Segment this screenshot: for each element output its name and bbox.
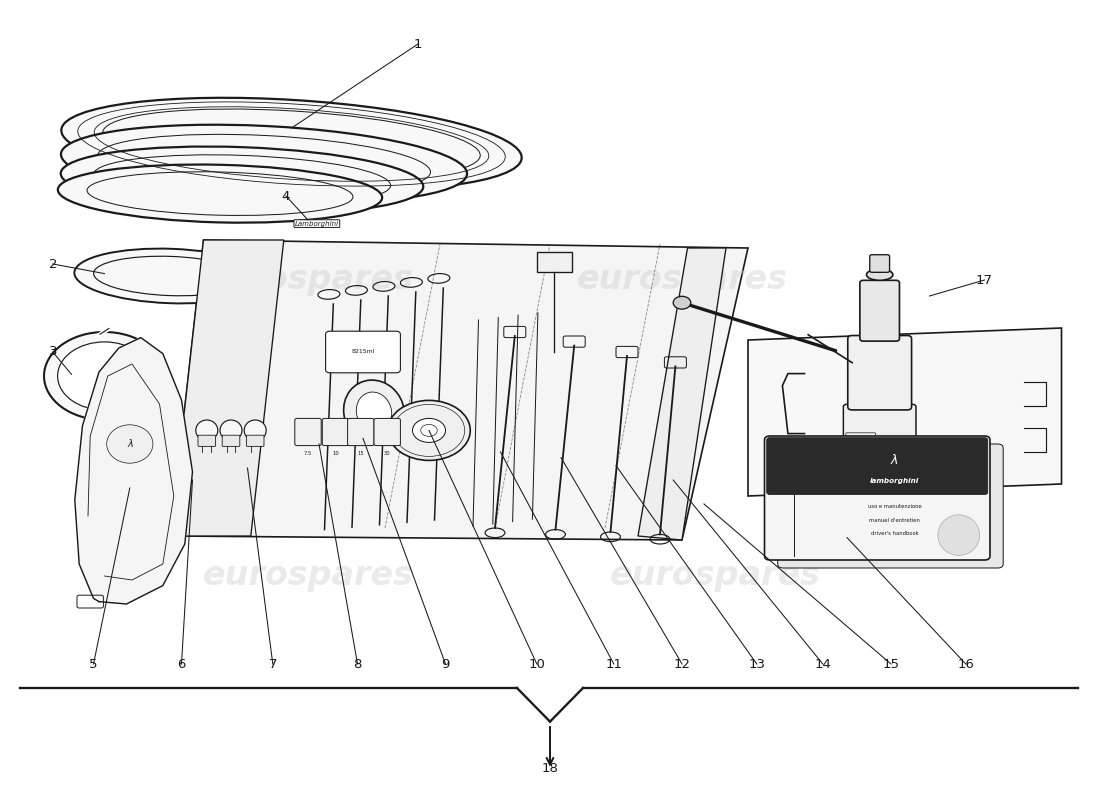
Text: uso e manutenzione: uso e manutenzione bbox=[868, 504, 922, 509]
FancyBboxPatch shape bbox=[222, 435, 240, 446]
Text: driver's handbook: driver's handbook bbox=[870, 531, 918, 537]
Ellipse shape bbox=[94, 256, 248, 296]
FancyBboxPatch shape bbox=[348, 418, 374, 446]
Text: 8215ml: 8215ml bbox=[351, 350, 375, 354]
Ellipse shape bbox=[102, 109, 481, 179]
Ellipse shape bbox=[673, 296, 691, 309]
Text: eurospares: eurospares bbox=[202, 263, 414, 297]
Text: 15: 15 bbox=[358, 451, 364, 456]
Text: 14: 14 bbox=[814, 658, 832, 670]
FancyBboxPatch shape bbox=[374, 418, 400, 446]
Polygon shape bbox=[748, 328, 1062, 496]
Ellipse shape bbox=[94, 154, 390, 206]
Text: λ: λ bbox=[126, 439, 133, 449]
Text: 3: 3 bbox=[48, 346, 57, 358]
Text: eurospares: eurospares bbox=[609, 559, 821, 593]
Text: 12: 12 bbox=[673, 658, 691, 670]
Text: λ: λ bbox=[891, 454, 898, 467]
Text: 10: 10 bbox=[332, 451, 339, 456]
FancyBboxPatch shape bbox=[326, 331, 400, 373]
FancyBboxPatch shape bbox=[246, 435, 264, 446]
Ellipse shape bbox=[107, 425, 153, 463]
FancyBboxPatch shape bbox=[778, 444, 1003, 568]
FancyBboxPatch shape bbox=[860, 280, 900, 341]
Text: 15: 15 bbox=[882, 658, 900, 670]
Text: eurospares: eurospares bbox=[576, 263, 788, 297]
Text: 2: 2 bbox=[48, 258, 57, 270]
Polygon shape bbox=[170, 240, 284, 536]
Ellipse shape bbox=[938, 515, 980, 555]
Text: Lamborghini: Lamborghini bbox=[295, 221, 339, 226]
Ellipse shape bbox=[387, 400, 471, 460]
Ellipse shape bbox=[60, 125, 468, 203]
Polygon shape bbox=[537, 252, 572, 272]
FancyBboxPatch shape bbox=[322, 418, 349, 446]
Text: eurospares: eurospares bbox=[202, 559, 414, 593]
Ellipse shape bbox=[867, 269, 893, 280]
Ellipse shape bbox=[394, 404, 464, 456]
FancyBboxPatch shape bbox=[198, 435, 216, 446]
Text: 11: 11 bbox=[605, 658, 623, 670]
Ellipse shape bbox=[98, 134, 430, 194]
Polygon shape bbox=[170, 240, 748, 540]
Ellipse shape bbox=[57, 342, 152, 410]
Text: 4: 4 bbox=[282, 190, 290, 202]
Ellipse shape bbox=[58, 165, 382, 222]
Ellipse shape bbox=[220, 420, 242, 441]
FancyBboxPatch shape bbox=[767, 438, 988, 494]
FancyBboxPatch shape bbox=[295, 418, 321, 446]
Text: 10: 10 bbox=[528, 658, 546, 670]
Text: 16: 16 bbox=[957, 658, 975, 670]
Text: 7.5: 7.5 bbox=[304, 451, 312, 456]
FancyBboxPatch shape bbox=[764, 436, 990, 560]
Ellipse shape bbox=[356, 392, 392, 432]
FancyBboxPatch shape bbox=[848, 335, 912, 410]
Ellipse shape bbox=[343, 380, 405, 444]
Text: 30: 30 bbox=[384, 451, 390, 456]
Text: 5: 5 bbox=[89, 658, 98, 670]
Text: 9: 9 bbox=[441, 658, 450, 670]
Text: 8: 8 bbox=[353, 658, 362, 670]
FancyBboxPatch shape bbox=[844, 404, 916, 438]
Text: manuel d'entretien: manuel d'entretien bbox=[869, 518, 920, 522]
Ellipse shape bbox=[412, 418, 446, 442]
Ellipse shape bbox=[44, 332, 165, 420]
Polygon shape bbox=[638, 248, 726, 540]
Polygon shape bbox=[75, 338, 192, 604]
Text: 13: 13 bbox=[748, 658, 766, 670]
Text: 6: 6 bbox=[177, 658, 186, 670]
Ellipse shape bbox=[60, 146, 424, 214]
Ellipse shape bbox=[62, 98, 521, 190]
Ellipse shape bbox=[196, 420, 218, 441]
Text: 18: 18 bbox=[541, 762, 559, 774]
Ellipse shape bbox=[75, 249, 266, 303]
Text: 7: 7 bbox=[268, 658, 277, 670]
Ellipse shape bbox=[244, 420, 266, 441]
Text: 1: 1 bbox=[414, 38, 422, 50]
Text: 17: 17 bbox=[976, 274, 993, 286]
FancyBboxPatch shape bbox=[870, 254, 890, 272]
Text: lamborghini: lamborghini bbox=[870, 478, 918, 483]
Ellipse shape bbox=[87, 172, 353, 215]
